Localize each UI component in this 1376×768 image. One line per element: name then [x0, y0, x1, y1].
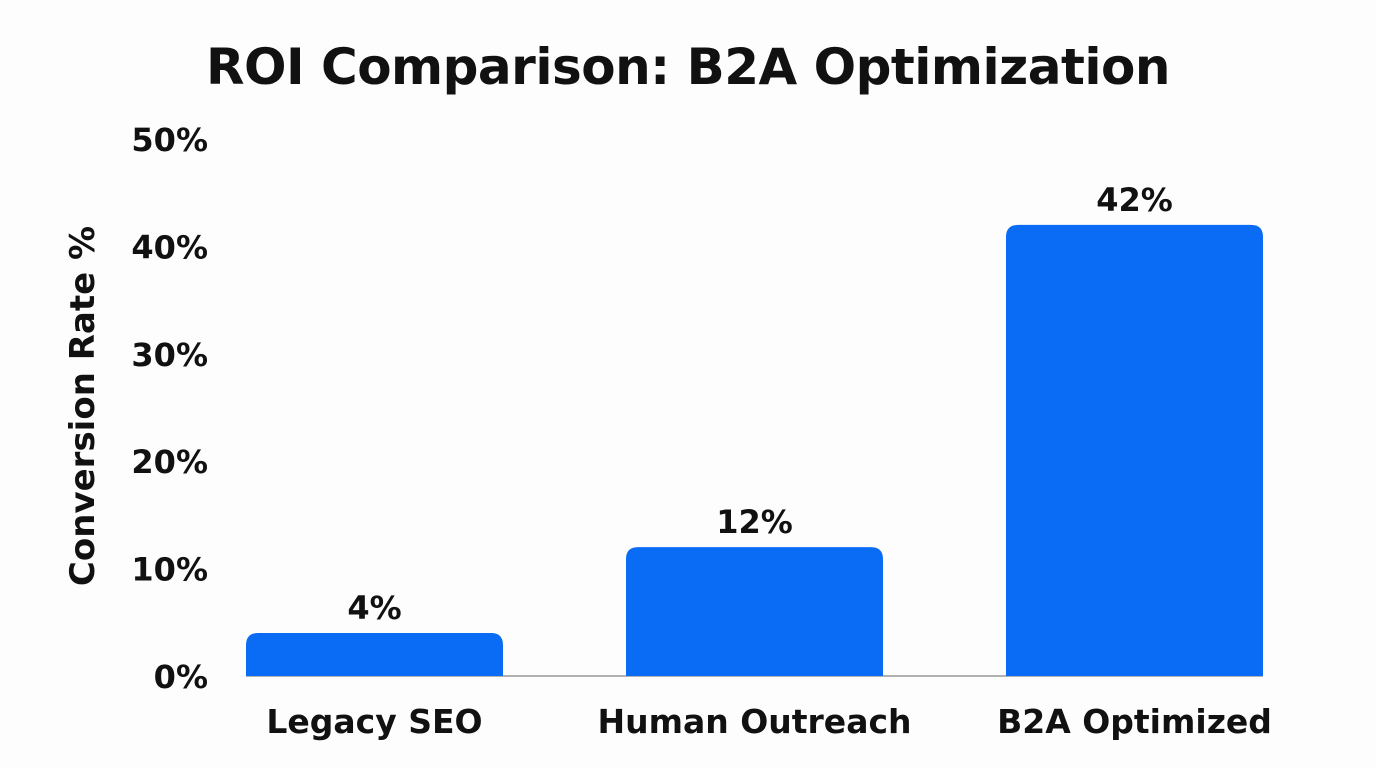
data-label: 42% [1096, 181, 1173, 219]
y-tick-label: 0% [154, 658, 208, 696]
y-tick-label: 20% [131, 443, 208, 481]
y-tick-label: 30% [131, 336, 208, 374]
x-tick-label: B2A Optimized [997, 702, 1272, 741]
bar-b2a-optimized [1006, 224, 1263, 677]
y-axis-label: Conversion Rate % [63, 226, 103, 586]
y-tick-label: 10% [131, 551, 208, 589]
data-label: 12% [716, 503, 793, 541]
data-label: 4% [347, 589, 401, 627]
bar-human-outreach [626, 547, 883, 676]
x-tick-label: Legacy SEO [266, 702, 482, 741]
bar-legacy-seo [246, 633, 503, 676]
x-tick-label: Human Outreach [597, 702, 911, 741]
chart-title: ROI Comparison: B2A Optimization [205, 38, 1171, 96]
y-tick-label: 50% [131, 121, 208, 159]
y-tick-label: 40% [131, 228, 208, 266]
